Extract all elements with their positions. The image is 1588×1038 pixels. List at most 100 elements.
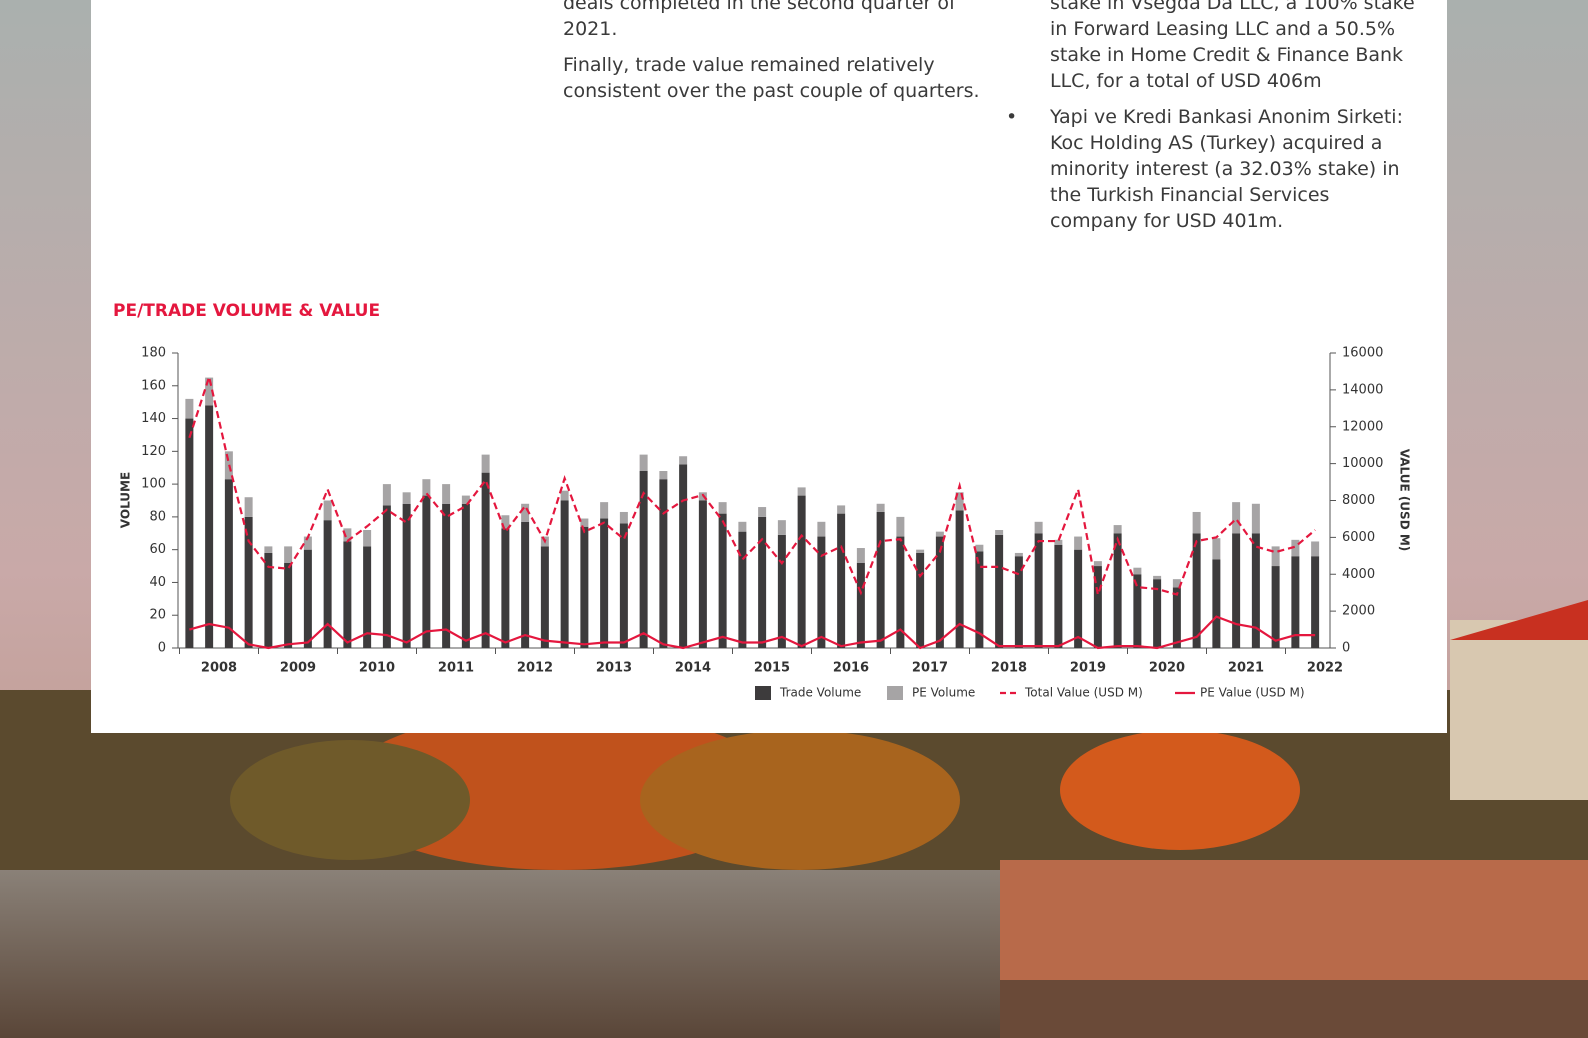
legend-swatch [887,686,903,700]
bar-segment [955,510,964,648]
x-tick-label: 2013 [596,661,632,676]
bar-segment [264,552,273,648]
y-tick-label: 20 [149,608,166,623]
y2-tick-label: 14000 [1342,382,1383,397]
bar-segment [1311,541,1320,557]
bar-segment [1153,579,1162,648]
bar-segment [323,500,332,521]
bar-segment [738,531,747,648]
bar-segment [975,551,984,648]
bar-segment [797,495,806,648]
bar-segment [1251,503,1260,534]
text-column: deals completed in the second quarter of… [563,0,983,114]
y-tick-label: 100 [141,477,166,492]
x-tick-label: 2022 [1307,661,1343,676]
bar-segment [679,456,688,465]
bar-segment [1113,533,1122,648]
bar-segment [284,546,293,563]
x-tick-label: 2021 [1228,661,1264,676]
bar-segment [1093,561,1102,567]
paragraph: deals completed in the second quarter of… [563,0,956,40]
bar-segment [422,495,431,648]
bar-segment [560,490,569,501]
bar-segment [659,471,668,480]
bar-segment [837,513,846,648]
bar-segment [1133,567,1142,575]
x-tick-label: 2012 [517,661,553,676]
bar-segment [817,521,826,537]
bar-segment [442,503,451,648]
bar-segment [856,562,865,648]
bar-segment [1034,533,1043,648]
bar-segment [1232,502,1241,534]
bar-segment [363,530,372,547]
bullet-text: Yapi ve Kredi Bankasi Anonim Sirketi: Ko… [1050,106,1403,232]
bar-segment [679,464,688,648]
bar-segment [619,523,628,648]
bar-segment [1113,525,1122,534]
bar-segment [1014,552,1023,557]
y2-tick-label: 10000 [1342,456,1383,471]
bar-segment [639,454,648,471]
line-series [188,372,1316,599]
bar-segment [600,502,609,519]
x-tick-label: 2019 [1070,661,1106,676]
bar-segment [1271,546,1280,567]
bar-segment [284,562,293,648]
bar-segment [777,520,786,535]
x-tick-label: 2010 [359,661,395,676]
x-tick-label: 2020 [1149,661,1185,676]
bar-segment [501,528,510,648]
bar-segment [1153,575,1162,580]
content-panel [91,0,1447,733]
bar-segment [935,536,944,648]
bar-segment [1192,533,1201,648]
y2-tick-label: 12000 [1342,419,1383,434]
bar-segment [540,546,549,648]
bar-segment [1232,533,1241,648]
bar-segment [718,513,727,648]
bar-segment [1014,556,1023,648]
bar-segment [896,536,905,648]
bar-segment [205,405,214,648]
bar-segment [856,548,865,563]
bar-segment [837,505,846,514]
bar-segment [343,541,352,648]
x-tick-label: 2014 [675,661,711,676]
y-tick-label: 60 [149,542,166,557]
bar-segment [244,497,253,517]
bar-segment [916,552,925,648]
y2-tick-label: 2000 [1342,604,1375,619]
bar-segment [580,518,589,527]
bar-segment [1311,556,1320,648]
bar-segment [244,516,253,648]
bar-segment [876,511,885,648]
bar-segment [1172,587,1181,648]
bar-segment [422,479,431,496]
bar-segment [382,505,391,648]
bar-segment [955,492,964,511]
bar-segment [303,549,312,648]
bar-segment [1172,579,1181,588]
paragraph: stake in Vsegda Da LLC, a 100% stake in … [1050,0,1415,92]
bar-segment [1192,511,1201,534]
bar-segment [600,518,609,648]
legend-swatch [755,686,771,700]
paragraph: Finally, trade value remained relatively… [563,54,980,102]
bar-segment [639,471,648,648]
bar-segment [580,526,589,648]
bullet: • [1006,106,1018,128]
y-tick-label: 0 [158,641,166,656]
y-axis-title: VOLUME [119,472,133,528]
bar-segment [1251,533,1260,648]
bar-segment [619,511,628,524]
y2-tick-label: 16000 [1342,346,1383,361]
x-tick-label: 2011 [438,661,474,676]
bar-segment [758,507,767,517]
bar-segment [935,531,944,537]
bar-segment [264,546,273,553]
y-tick-label: 160 [141,378,166,393]
legend-label: PE Volume [912,686,975,700]
